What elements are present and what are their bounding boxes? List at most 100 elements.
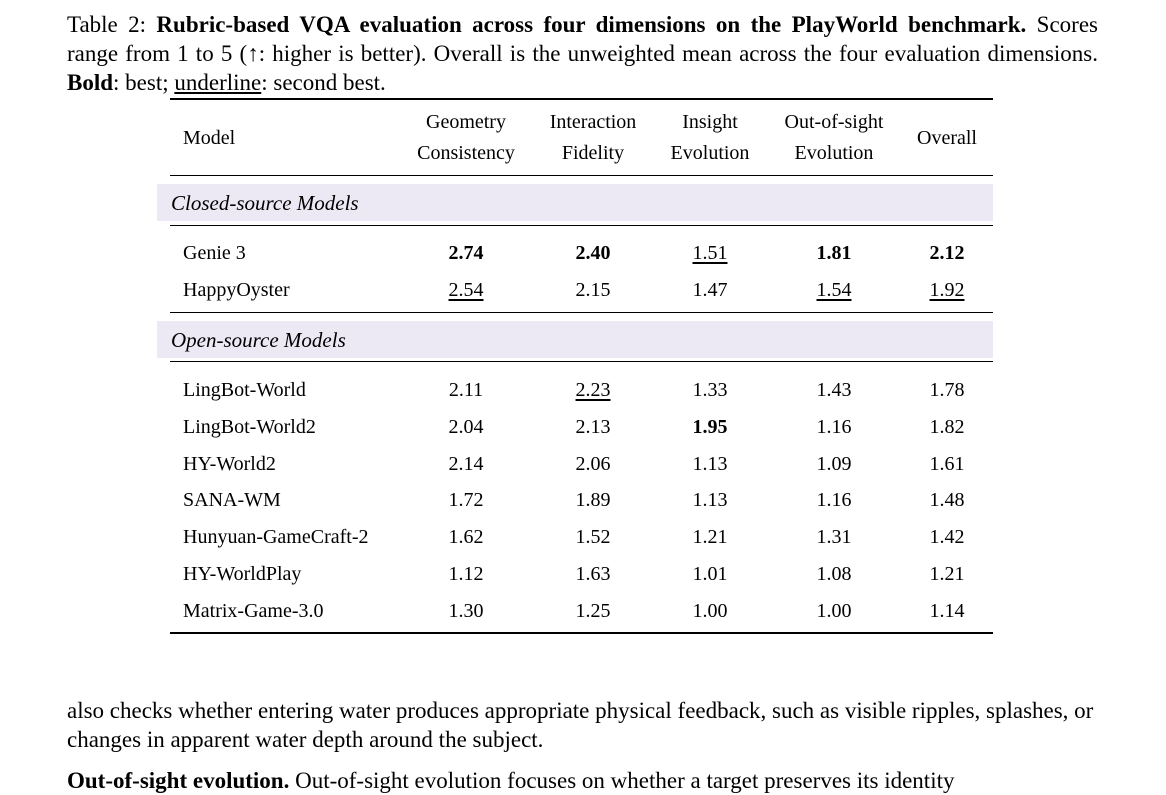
score-value: 2.13 bbox=[575, 415, 611, 438]
table-top-rule bbox=[170, 98, 993, 100]
score-value: 1.78 bbox=[929, 379, 965, 401]
score-value: 1.82 bbox=[929, 415, 965, 438]
header-geometry-line-2: Consistency bbox=[417, 142, 515, 164]
section-label-open: Open-source Models bbox=[171, 328, 346, 352]
score-cell: 1.01 bbox=[655, 562, 765, 586]
score-value: 1.61 bbox=[929, 452, 965, 475]
score-cell: 1.92 bbox=[892, 278, 1002, 302]
header-insight-line-1: Insight bbox=[682, 111, 738, 133]
score-value: 1.51 bbox=[692, 242, 728, 264]
header-interaction-line-1: Interaction bbox=[549, 111, 637, 133]
header-oos-line-1: Out-of-sight bbox=[784, 111, 884, 133]
score-value: 2.74 bbox=[448, 242, 484, 264]
score-value: 2.15 bbox=[575, 279, 611, 301]
score-value: 1.81 bbox=[816, 242, 852, 264]
score-value: 2.11 bbox=[448, 379, 484, 401]
caption-prefix: Table 2: bbox=[67, 12, 157, 37]
score-cell: 1.00 bbox=[655, 599, 765, 623]
caption-underline-word: underline bbox=[174, 70, 262, 95]
model-name: LingBot-World2 bbox=[183, 415, 316, 438]
score-value: 1.30 bbox=[448, 599, 484, 622]
score-value: 1.12 bbox=[448, 563, 484, 585]
body-paragraph: also checks whether entering water produ… bbox=[67, 698, 1094, 752]
score-cell: 1.12 bbox=[411, 562, 521, 586]
caption-text-3: : second best. bbox=[261, 70, 386, 95]
score-value: 1.13 bbox=[692, 489, 728, 512]
score-value: 1.89 bbox=[575, 489, 611, 512]
table-bottom-rule bbox=[170, 632, 993, 634]
score-cell: 1.52 bbox=[538, 525, 648, 549]
score-value: 2.40 bbox=[575, 242, 611, 264]
caption-title: Rubric-based VQA evaluation across four … bbox=[156, 12, 1027, 37]
score-cell: 2.12 bbox=[892, 241, 1002, 265]
score-cell: 1.25 bbox=[538, 599, 648, 623]
score-value: 2.04 bbox=[448, 415, 484, 438]
score-value: 2.14 bbox=[448, 452, 484, 475]
section-rule-closed bbox=[170, 225, 993, 226]
score-cell: 2.11 bbox=[411, 378, 521, 402]
score-value: 1.09 bbox=[816, 452, 852, 475]
score-value: 2.23 bbox=[575, 379, 611, 401]
mid-rule bbox=[170, 312, 993, 313]
score-cell: 1.62 bbox=[411, 525, 521, 549]
score-value: 2.54 bbox=[448, 279, 484, 301]
score-cell: 1.16 bbox=[779, 488, 889, 512]
header-interaction-line-2: Fidelity bbox=[561, 142, 625, 164]
header-insight-line-2: Evolution bbox=[670, 142, 750, 164]
score-value: 1.08 bbox=[816, 563, 852, 585]
score-cell: 1.47 bbox=[655, 278, 765, 302]
caption-bold-word: Bold bbox=[67, 70, 114, 95]
score-value: 2.12 bbox=[929, 242, 965, 264]
score-cell: 1.61 bbox=[892, 452, 1002, 476]
header-oos-line-2: Evolution bbox=[794, 142, 874, 164]
score-cell: 2.74 bbox=[411, 241, 521, 265]
score-value: 1.72 bbox=[448, 489, 484, 512]
score-cell: 1.95 bbox=[655, 415, 765, 439]
score-value: 1.13 bbox=[692, 452, 728, 475]
score-value: 1.47 bbox=[692, 279, 728, 301]
score-value: 1.52 bbox=[575, 526, 611, 549]
header-model: Model bbox=[183, 127, 236, 149]
score-cell: 1.08 bbox=[779, 562, 889, 586]
header-rule bbox=[170, 175, 993, 176]
score-cell: 1.81 bbox=[779, 241, 889, 265]
score-value: 1.92 bbox=[929, 279, 965, 301]
score-cell: 2.54 bbox=[411, 278, 521, 302]
score-value: 1.16 bbox=[816, 489, 852, 512]
header-insight: Insight Evolution bbox=[655, 107, 765, 169]
score-value: 2.06 bbox=[575, 452, 611, 475]
score-value: 1.31 bbox=[816, 526, 852, 549]
header-out-of-sight: Out-of-sight Evolution bbox=[774, 107, 894, 169]
score-cell: 1.30 bbox=[411, 599, 521, 623]
score-cell: 1.63 bbox=[538, 562, 648, 586]
score-cell: 1.89 bbox=[538, 488, 648, 512]
section-band-open bbox=[157, 321, 993, 358]
score-cell: 1.13 bbox=[655, 452, 765, 476]
model-name: HY-WorldPlay bbox=[183, 563, 302, 585]
model-name: SANA-WM bbox=[183, 489, 281, 512]
header-overall: Overall bbox=[917, 127, 977, 149]
score-value: 1.16 bbox=[816, 415, 852, 438]
score-value: 1.21 bbox=[929, 563, 965, 585]
score-value: 1.25 bbox=[575, 599, 611, 622]
score-cell: 2.23 bbox=[538, 378, 648, 402]
score-value: 1.42 bbox=[929, 526, 965, 549]
score-cell: 2.13 bbox=[538, 415, 648, 439]
score-value: 1.33 bbox=[692, 379, 728, 401]
score-cell: 1.48 bbox=[892, 488, 1002, 512]
score-cell: 2.15 bbox=[538, 278, 648, 302]
score-cell: 1.13 bbox=[655, 488, 765, 512]
score-cell: 1.21 bbox=[892, 562, 1002, 586]
score-cell: 1.16 bbox=[779, 415, 889, 439]
score-cell: 1.82 bbox=[892, 415, 1002, 439]
score-cell: 1.43 bbox=[779, 378, 889, 402]
section-band-closed bbox=[157, 184, 993, 221]
score-cell: 2.06 bbox=[538, 452, 648, 476]
score-cell: 2.04 bbox=[411, 415, 521, 439]
caption-text-1: Scores range from 1 to 5 (↑: higher is b… bbox=[67, 12, 1098, 66]
score-cell: 1.72 bbox=[411, 488, 521, 512]
next-paragraph: Out-of-sight evolution. Out-of-sight evo… bbox=[67, 766, 1107, 795]
header-geometry-line-1: Geometry bbox=[426, 111, 506, 133]
next-text: Out-of-sight evolution focuses on whethe… bbox=[289, 768, 955, 793]
next-heading: Out-of-sight evolution. bbox=[67, 768, 290, 793]
